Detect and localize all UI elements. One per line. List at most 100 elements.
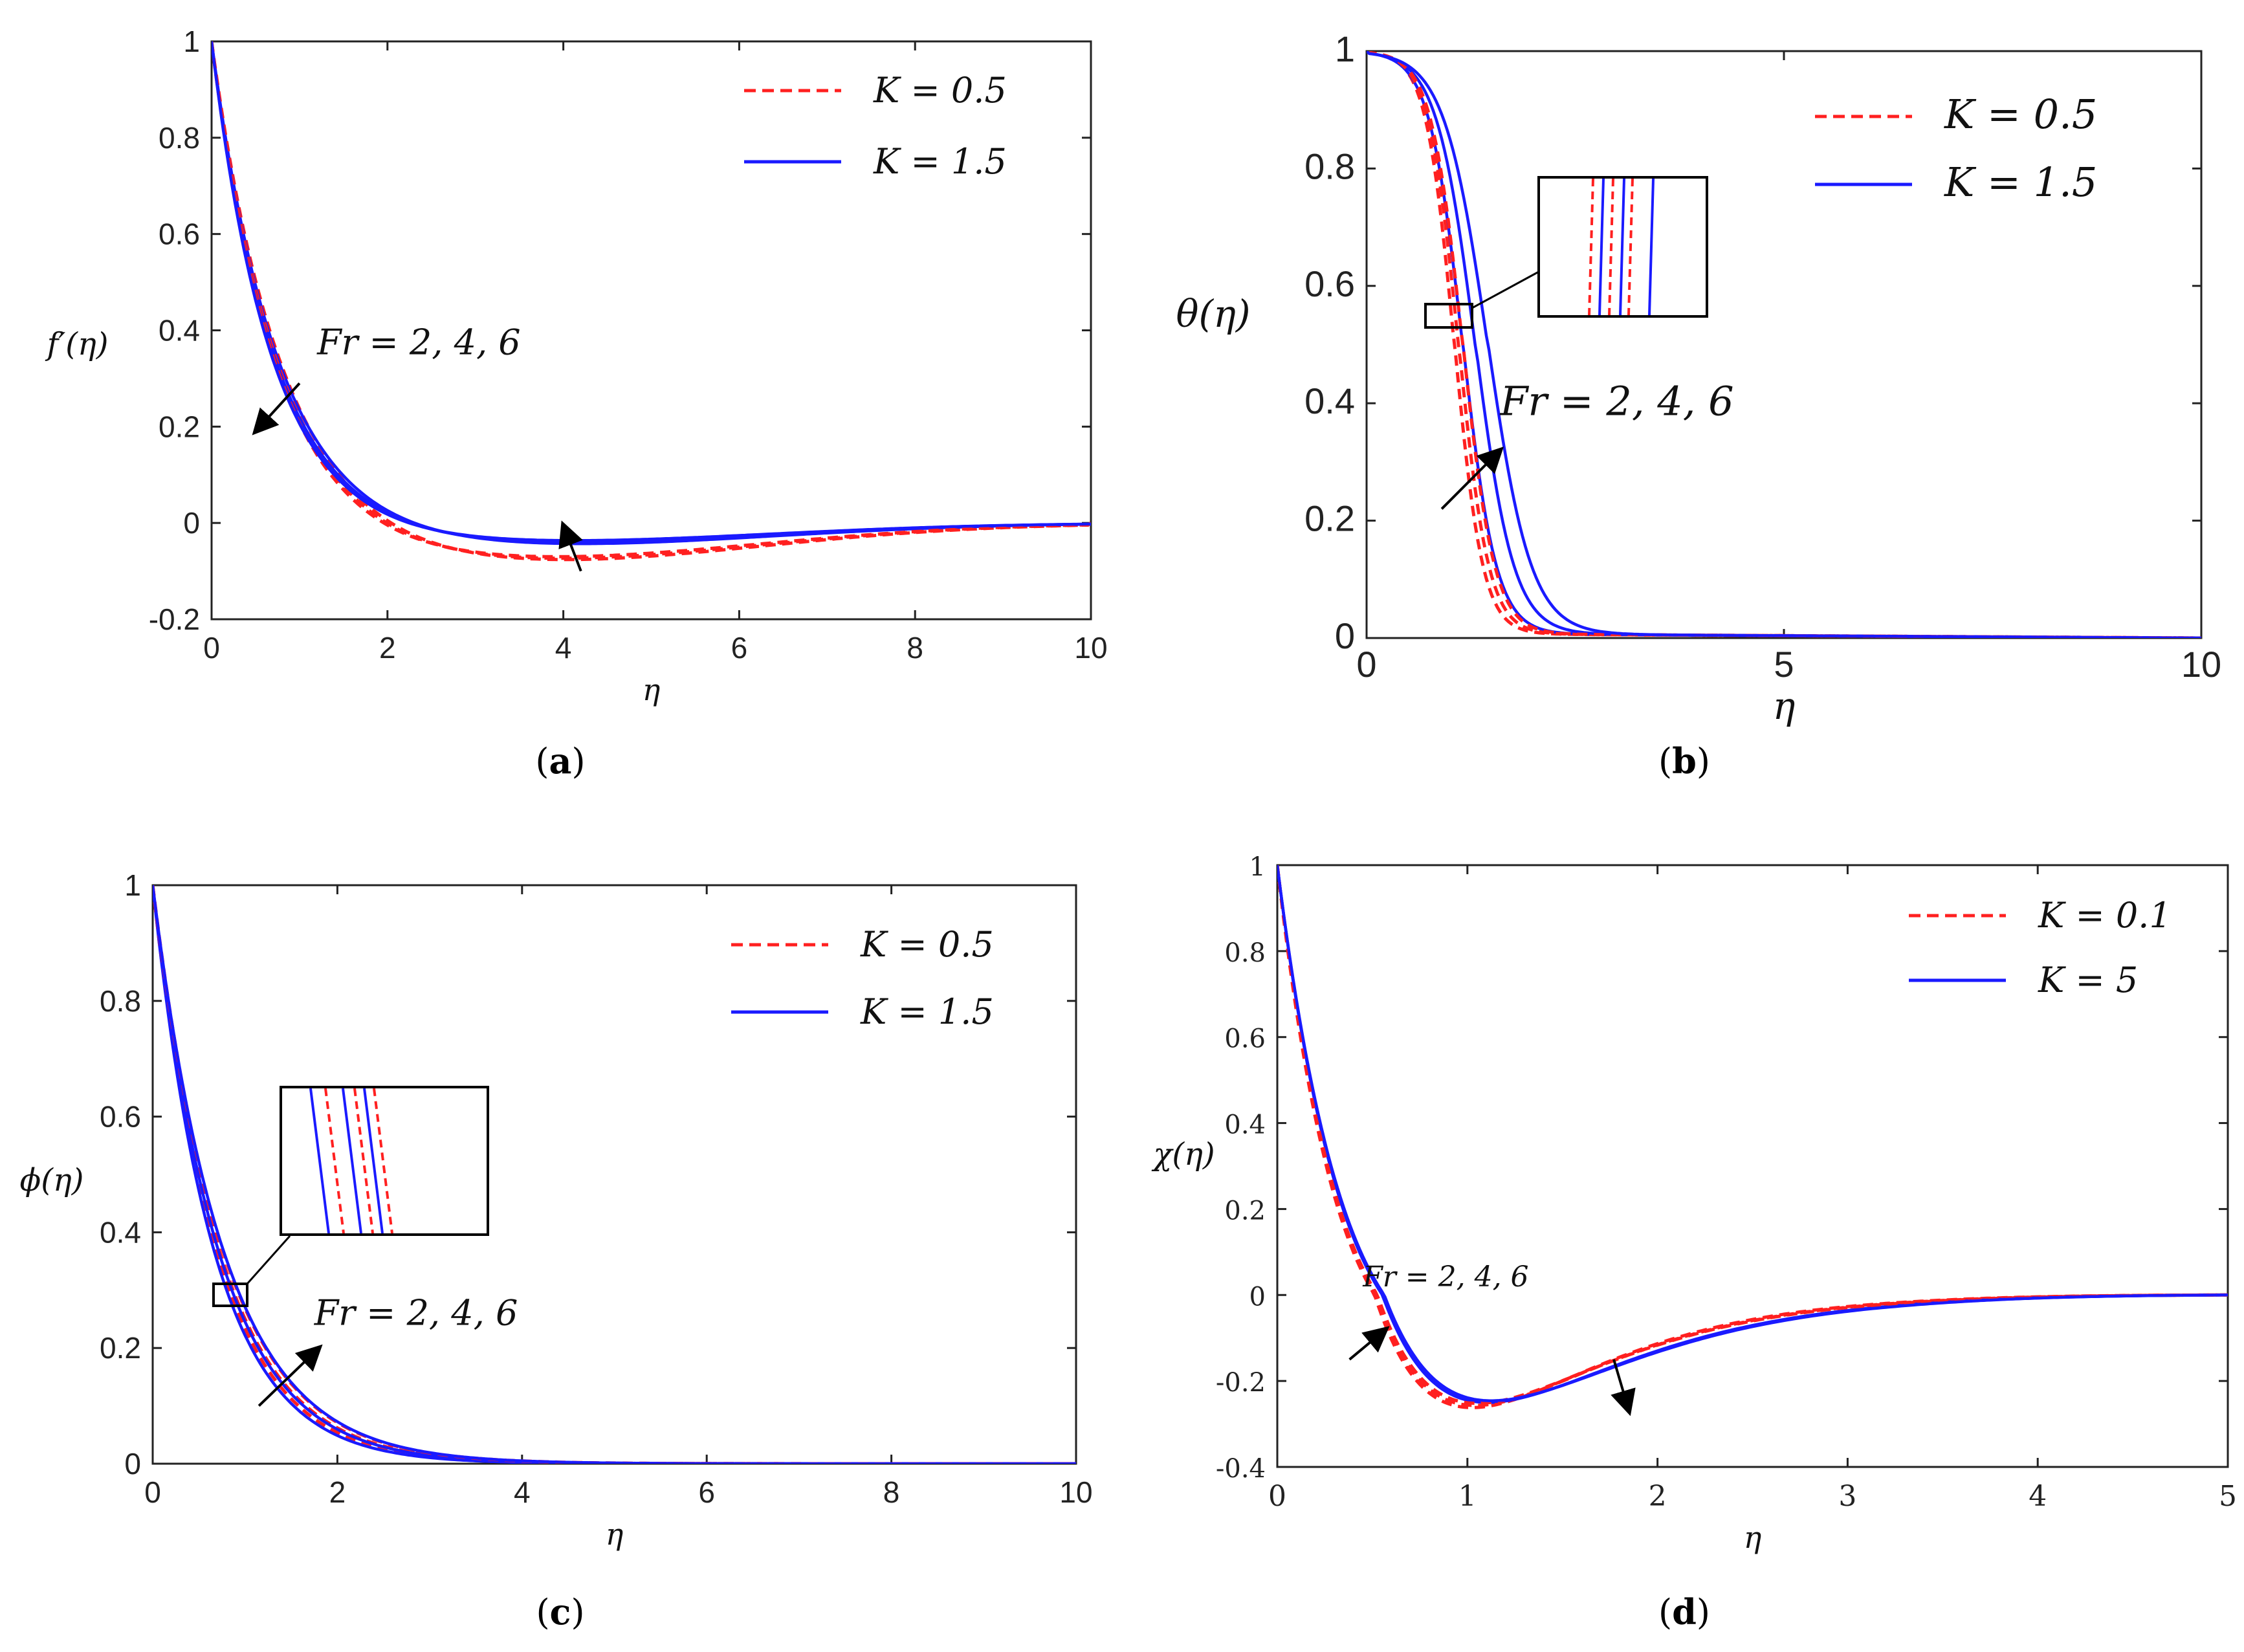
y-axis-label-d: χ(η) [1151, 1136, 1215, 1173]
y-tick-label-b: 0.4 [1304, 380, 1355, 421]
y-tick-label-b: 1 [1335, 28, 1355, 69]
annotation-arrow-a [252, 382, 301, 435]
x-tick-label-d: 2 [1649, 1480, 1667, 1513]
inset-curve-c [353, 1088, 374, 1234]
plot-area-d [1276, 864, 2229, 1468]
x-tick-label-d: 3 [1838, 1480, 1856, 1513]
x-tick-label-c: 8 [883, 1475, 900, 1509]
x-tick-label-a: 8 [907, 631, 923, 665]
legend-label-b: K = 0.5 [1944, 91, 2097, 138]
y-tick-label-d: 0.2 [1224, 1196, 1266, 1226]
annotation-arrow-d [1611, 1359, 1636, 1416]
x-tick-label-c: 2 [329, 1475, 346, 1509]
y-tick-label-d: 0.6 [1224, 1024, 1266, 1054]
x-tick-label-b: 10 [2181, 644, 2221, 685]
x-tick-label-c: 0 [144, 1475, 161, 1509]
panel-d: 0 1 2 3 4 5 -0.4 -0.2 0 0.2 0.4 0.6 0.8 1 η χ(η) K = 0.1… [1151, 852, 2237, 1555]
x-tick-label-c: 6 [698, 1475, 715, 1509]
y-tick-label-c: 1 [124, 868, 141, 902]
caption-a: (a) [535, 740, 585, 782]
y-tick-label-a: 0.4 [159, 314, 200, 347]
legend-label-d: K = 0.1 [2038, 895, 2172, 936]
caption-c: (c) [536, 1591, 584, 1633]
inset-curve-b [1588, 178, 1594, 316]
inset-curve-c [324, 1088, 345, 1234]
zoom-leader-c [246, 1235, 291, 1284]
inset-curve-b [1608, 178, 1614, 316]
legend-label-b: K = 1.5 [1944, 159, 2097, 206]
x-tick-label-b: 0 [1356, 644, 1376, 685]
annotation-arrow-b [1440, 446, 1504, 510]
x-tick-label-d: 4 [2029, 1480, 2047, 1513]
legend-label-c: K = 1.5 [860, 991, 994, 1032]
x-axis-label-a: η [643, 672, 661, 707]
x-tick-label-a: 6 [731, 631, 748, 665]
y-tick-label-a: 0.2 [159, 410, 200, 443]
series-blue-2-c [153, 885, 1076, 1464]
y-tick-label-a: 0.6 [159, 217, 200, 251]
panel-b: 0 5 10 0 0.2 0.4 0.6 0.8 1 η θ(η) K = 0.5 K = 1.5 Fr … [1176, 28, 2222, 728]
y-axis-label-c: ϕ(η) [20, 1162, 84, 1198]
panel-c: 0 2 4 6 8 10 0 0.2 0.4 0.6 0.8 1 η ϕ(η) K = 0.5 K = 1.5… [20, 868, 1093, 1552]
y-tick-label-c: 0.4 [100, 1215, 141, 1249]
y-tick-label-d: -0.2 [1216, 1368, 1266, 1398]
x-tick-label-d: 1 [1458, 1480, 1477, 1513]
caption-b: (b) [1658, 740, 1710, 782]
y-tick-label-c: 0.8 [100, 984, 141, 1018]
zoom-marker-b [1424, 303, 1473, 329]
annotation-arrow-d [1348, 1326, 1390, 1361]
legend-label-a: K = 0.5 [873, 70, 1007, 111]
zoom-leader-b [1471, 270, 1539, 309]
series-blue-2-a [212, 41, 1091, 542]
annotation-fr-d: Fr = 2, 4, 6 [1362, 1261, 1528, 1294]
x-tick-label-a: 2 [379, 631, 396, 665]
series-red-2-a [212, 41, 1091, 558]
x-axis-label-c: η [606, 1517, 624, 1552]
y-axis-label-a: f′(η) [45, 326, 109, 362]
y-tick-label-d: 0 [1249, 1282, 1266, 1312]
y-tick-label-b: 0 [1335, 615, 1355, 656]
annotation-fr-c: Fr = 2, 4, 6 [314, 1292, 518, 1333]
y-tick-label-d: -0.4 [1216, 1454, 1266, 1484]
y-tick-label-b: 0.8 [1304, 146, 1355, 186]
annotation-arrow-a [558, 520, 583, 572]
series-blue-0-a [212, 41, 1091, 545]
y-tick-label-c: 0.2 [100, 1331, 141, 1365]
annotation-fr-b: Fr = 2, 4, 6 [1499, 377, 1733, 424]
y-tick-label-a: 0.8 [159, 121, 200, 155]
inset-curve-c [373, 1088, 393, 1234]
x-tick-label-c: 10 [1059, 1475, 1092, 1509]
inset-curve-b [1648, 178, 1655, 316]
x-tick-label-a: 0 [203, 631, 220, 665]
series-blue-2-d [1277, 865, 2228, 1402]
inset-curve-c [363, 1088, 384, 1234]
zoom-marker-c [212, 1283, 248, 1307]
y-tick-label-b: 0.6 [1304, 263, 1355, 304]
y-tick-label-d: 1 [1249, 852, 1266, 882]
x-tick-label-a: 4 [555, 631, 572, 665]
series-red-2-d [1277, 865, 2228, 1405]
legend-label-a: K = 1.5 [873, 141, 1007, 182]
x-tick-label-a: 10 [1074, 631, 1107, 665]
y-tick-label-a: -0.2 [149, 602, 200, 636]
y-tick-label-d: 0.4 [1224, 1110, 1266, 1140]
inset-curve-c [342, 1088, 362, 1234]
x-tick-label-c: 4 [514, 1475, 531, 1509]
x-axis-label-d: η [1744, 1520, 1762, 1555]
annotation-fr-a: Fr = 2, 4, 6 [316, 322, 521, 363]
y-tick-label-c: 0 [124, 1447, 141, 1481]
x-tick-label-d: 5 [2219, 1480, 2237, 1513]
y-tick-label-a: 0 [183, 506, 200, 540]
y-tick-label-d: 0.8 [1224, 938, 1266, 968]
x-tick-label-b: 5 [1774, 644, 1794, 685]
y-tick-label-b: 0.2 [1304, 498, 1355, 539]
series-blue-1-a [212, 41, 1091, 544]
x-axis-label-b: η [1773, 684, 1796, 728]
inset-curve-c [309, 1088, 330, 1234]
y-axis-label-b: θ(η) [1176, 292, 1251, 336]
inset-curve-b [1598, 178, 1605, 316]
inset-curve-b [1619, 178, 1625, 316]
legend-label-c: K = 0.5 [860, 924, 994, 965]
